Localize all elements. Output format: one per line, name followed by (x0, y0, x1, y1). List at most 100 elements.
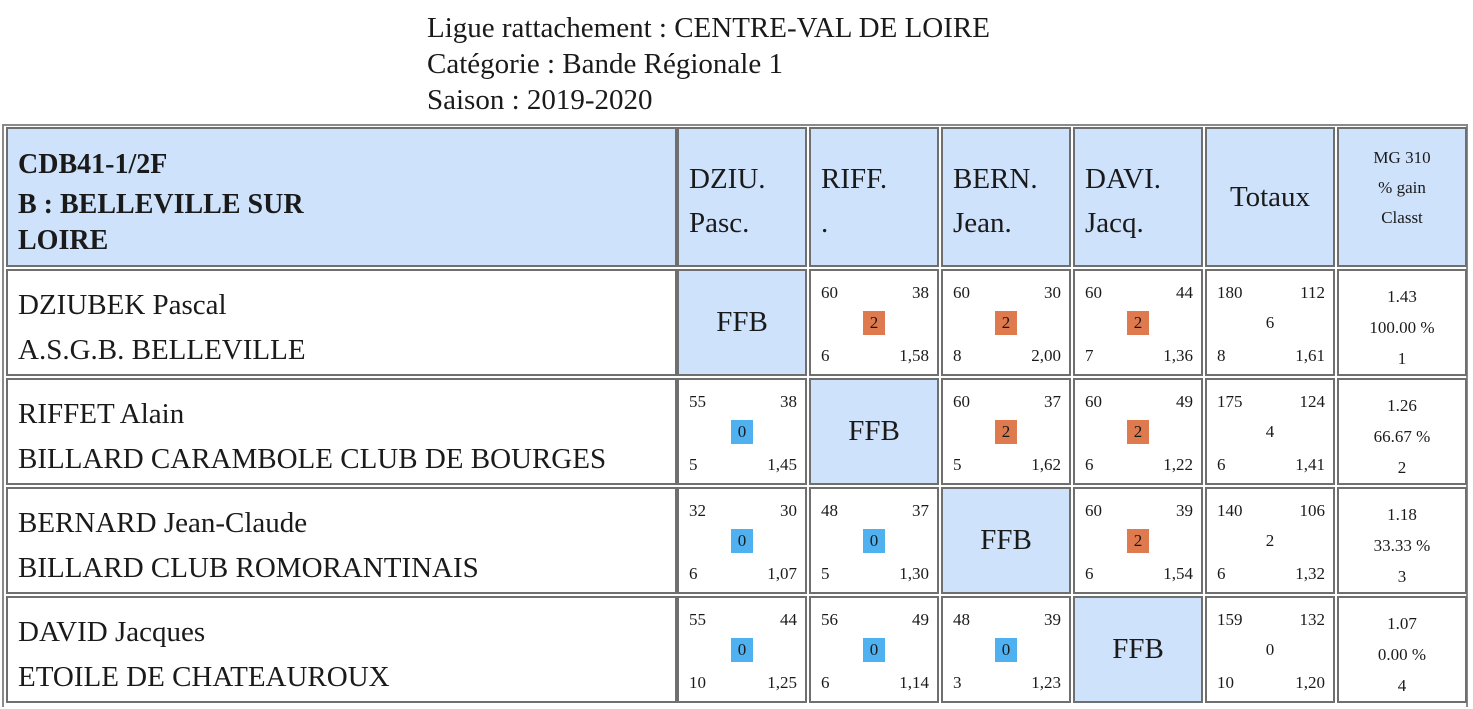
match-reprises: 6 (1085, 564, 1094, 583)
column-header-line1: RIFF. (821, 163, 888, 195)
match-reprises: 8 (953, 346, 962, 365)
player-name: DAVID Jacques (18, 616, 206, 648)
match-points-target: 60 (953, 283, 970, 302)
player-club: A.S.G.B. BELLEVILLE (18, 334, 306, 366)
totals-match-points: 6 (1265, 312, 1275, 332)
player-name: DZIUBEK Pascal (18, 289, 227, 321)
ffb-cell: FFB (941, 487, 1071, 594)
match-reprises: 5 (689, 455, 698, 474)
match-average: 1,62 (1031, 455, 1061, 474)
mg-cell: 1.07 0.00 % 4 (1337, 596, 1467, 703)
totals-points-target: 175 (1217, 392, 1243, 411)
match-average: 1,54 (1163, 564, 1193, 583)
mg-rank: 2 (1397, 458, 1407, 477)
group-name: B : BELLEVILLE SUR LOIRE (18, 189, 304, 256)
mg-cell: 1.43 100.00 % 1 (1337, 269, 1467, 376)
match-points-scored: 38 (912, 283, 929, 302)
match-points-target: 48 (821, 501, 838, 520)
player-cell: DZIUBEK Pascal A.S.G.B. BELLEVILLE (6, 269, 677, 376)
match-score-cell: 48 37 0 5 1,30 (809, 487, 939, 594)
mg-average: 1.43 (1387, 287, 1417, 306)
column-header-line1: DAVI. (1085, 163, 1161, 195)
totals-average: 1,20 (1295, 673, 1325, 692)
match-points-scored: 37 (912, 501, 929, 520)
totals-points-target: 180 (1217, 283, 1243, 302)
totals-points-target: 140 (1217, 501, 1243, 520)
column-header-1: RIFF.. (809, 127, 939, 267)
match-score-cell: 48 39 0 3 1,23 (941, 596, 1071, 703)
match-average: 1,45 (767, 455, 797, 474)
mg-average: 1.07 (1387, 614, 1417, 633)
match-average: 1,36 (1163, 346, 1193, 365)
totals-points-scored: 112 (1300, 283, 1325, 302)
totals-average: 1,41 (1295, 455, 1325, 474)
match-average: 1,22 (1163, 455, 1193, 474)
totals-reprises: 10 (1217, 673, 1234, 692)
match-points-target: 55 (689, 392, 706, 411)
match-average: 1,25 (767, 673, 797, 692)
ffb-cell: FFB (809, 378, 939, 485)
match-points-scored: 44 (1176, 283, 1193, 302)
player-club: ETOILE DE CHATEAUROUX (18, 661, 390, 693)
column-header-line2: Jacq. (1085, 207, 1144, 239)
results-table-frame (2, 124, 1468, 707)
competition-header: Ligue rattachement : CENTRE-VAL DE LOIRE… (427, 10, 990, 118)
match-result-badge: 0 (995, 637, 1017, 662)
column-header-line2: Pasc. (689, 207, 750, 239)
match-score-cell: 60 38 2 6 1,58 (809, 269, 939, 376)
mg-header-line3: Classt (1381, 208, 1423, 227)
match-result-badge: 2 (995, 310, 1017, 335)
column-header-2: BERN. Jean. (941, 127, 1071, 267)
match-result-badge: 0 (863, 637, 885, 662)
match-points-target: 55 (689, 610, 706, 629)
match-points-target: 60 (1085, 501, 1102, 520)
ffb-label: FFB (980, 524, 1032, 556)
match-points-target: 60 (1085, 392, 1102, 411)
mg-header: MG 310 % gain Classt (1337, 127, 1467, 267)
mg-gain-percent: 0.00 % (1377, 645, 1427, 664)
totals-match-points: 4 (1265, 421, 1275, 441)
match-points-scored: 30 (780, 501, 797, 520)
player-club: BILLARD CARAMBOLE CLUB DE BOURGES (18, 443, 607, 475)
categorie-line: Catégorie : Bande Régionale 1 (427, 48, 783, 80)
mg-header-line1: MG 310 (1373, 148, 1431, 167)
saison-line: Saison : 2019-2020 (427, 84, 653, 116)
ffb-label: FFB (716, 306, 768, 338)
ffb-cell: FFB (1073, 596, 1203, 703)
player-name: RIFFET Alain (18, 398, 185, 430)
mg-gain-percent: 66.67 % (1373, 427, 1431, 446)
match-reprises: 7 (1085, 346, 1094, 365)
match-score-cell: 32 30 0 6 1,07 (677, 487, 807, 594)
totals-reprises: 6 (1217, 455, 1226, 474)
totals-points-scored: 124 (1299, 392, 1326, 411)
match-points-target: 60 (821, 283, 838, 302)
column-header-line2: Jean. (953, 207, 1012, 239)
match-result-badge: 0 (863, 528, 885, 553)
mg-cell: 1.18 33.33 % 3 (1337, 487, 1467, 594)
totals-cell: 175 124 4 6 1,41 (1205, 378, 1335, 485)
totals-average: 1,61 (1295, 346, 1325, 365)
totals-cell: 180 112 6 8 1,61 (1205, 269, 1335, 376)
match-score-cell: 56 49 0 6 1,14 (809, 596, 939, 703)
totals-reprises: 8 (1217, 346, 1226, 365)
mg-rank: 4 (1397, 676, 1407, 695)
match-points-scored: 39 (1176, 501, 1193, 520)
match-result-badge: 2 (995, 419, 1017, 444)
mg-average: 1.18 (1387, 505, 1417, 524)
totals-match-points: 2 (1265, 530, 1275, 550)
ligue-line: Ligue rattachement : CENTRE-VAL DE LOIRE (427, 12, 990, 44)
mg-gain-percent: 100.00 % (1369, 318, 1435, 337)
match-score-cell: 60 44 2 7 1,36 (1073, 269, 1203, 376)
player-name: BERNARD Jean-Claude (18, 507, 308, 539)
match-points-scored: 39 (1044, 610, 1061, 629)
match-result-badge: 2 (1127, 528, 1149, 553)
column-header-3: DAVI. Jacq. (1073, 127, 1203, 267)
match-points-scored: 38 (780, 392, 797, 411)
match-result-badge: 2 (1127, 419, 1149, 444)
player-club: BILLARD CLUB ROMORANTINAIS (18, 552, 479, 584)
match-points-scored: 49 (1176, 392, 1193, 411)
match-reprises: 6 (821, 673, 830, 692)
totals-match-points: 0 (1265, 639, 1275, 659)
match-average: 2,00 (1031, 346, 1061, 365)
totals-cell: 159 132 0 10 1,20 (1205, 596, 1335, 703)
